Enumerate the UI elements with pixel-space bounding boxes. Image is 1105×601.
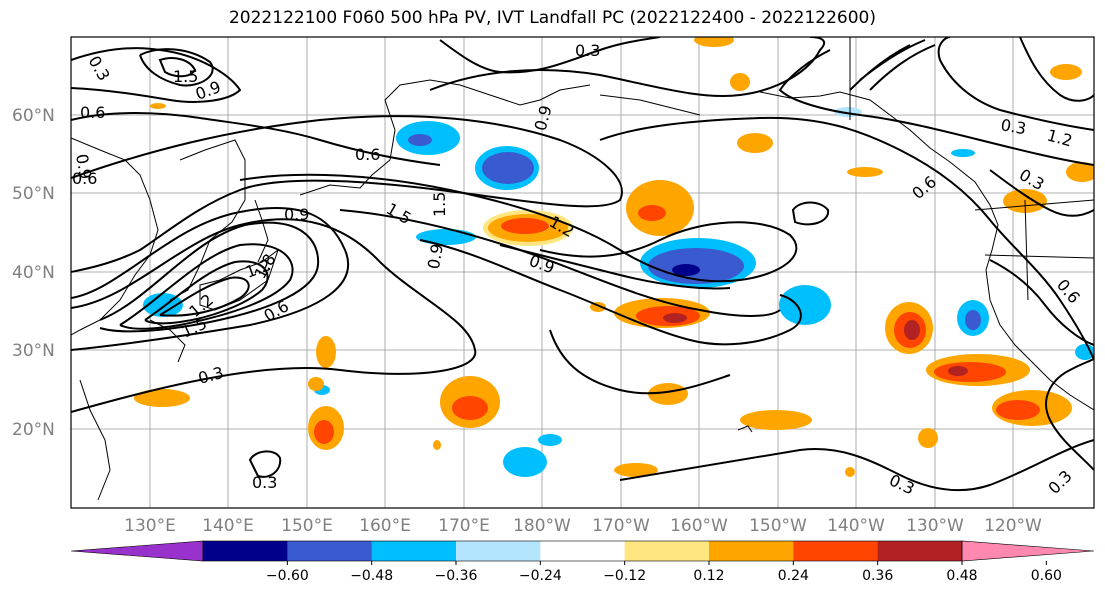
colorbar-tick-label: 0.24 (778, 568, 809, 584)
lon-label: 150°W (749, 516, 807, 536)
lon-label: 140°W (827, 516, 885, 536)
lon-label: 160°W (670, 516, 728, 536)
latitude-labels: 60°N 50°N 40°N 30°N 20°N (12, 106, 55, 440)
lat-label: 50°N (12, 184, 55, 204)
colorbar-extend-high (961, 540, 1095, 562)
lon-label: 120°W (984, 516, 1042, 536)
longitude-labels: 130°E 140°E 150°E 160°E 170°E 180°W 170°… (124, 516, 1042, 536)
lat-label: 30°N (12, 341, 55, 361)
map-title: 2022122100 F060 500 hPa PV, IVT Landfall… (228, 8, 876, 28)
colorbar-tick-label: 0.36 (862, 568, 893, 584)
contour-label: 0.3 (252, 473, 277, 492)
ivt-shading (134, 37, 1094, 477)
lon-label: 160°E (359, 516, 411, 536)
contour-label: 1.5 (430, 192, 449, 217)
contour-label: 0.6 (80, 103, 105, 122)
colorbar-tick-label: −0.12 (603, 568, 646, 584)
lon-label: 170°W (592, 516, 650, 536)
lon-label: 130°E (124, 516, 176, 536)
colorbar-swatch (793, 541, 879, 561)
lat-label: 20°N (12, 420, 55, 440)
colorbar-swatch (371, 541, 457, 561)
contour-label: 0.3 (999, 115, 1027, 138)
colorbar-tick-label: −0.36 (435, 568, 478, 584)
pv-contours (71, 37, 1094, 492)
colorbar-swatch (877, 541, 963, 561)
colorbar-tick-label: 0.12 (693, 568, 724, 584)
contour-label: 0.6 (355, 145, 380, 164)
lon-label: 170°E (438, 516, 490, 536)
colorbar-swatch (456, 541, 541, 561)
lat-label: 40°N (12, 263, 55, 283)
colorbar-extend-low (70, 540, 204, 562)
colorbar-swatch (203, 541, 288, 561)
contour-label: 1.5 (173, 67, 198, 86)
colorbar-swatch (540, 541, 626, 561)
colorbar-swatch (709, 541, 794, 561)
contour-label: 0.9 (424, 242, 447, 270)
lon-label: 150°E (281, 516, 333, 536)
colorbar-tick-label: 0.60 (1031, 568, 1062, 584)
colorbar-swatch (287, 541, 373, 561)
lat-label: 60°N (12, 106, 55, 126)
colorbar-tick-label: −0.60 (266, 568, 309, 584)
lon-label: 180°W (513, 516, 571, 536)
colorbar-tick-label: 0.48 (946, 568, 977, 584)
contour-label: 0.3 (575, 41, 600, 60)
coastlines (71, 37, 1094, 501)
colorbar: −0.60 −0.48 −0.36 −0.24 −0.12 0.12 0.24 0.36 0.4… (70, 540, 1095, 584)
contour-label: 0.6 (72, 169, 97, 188)
lon-label: 130°W (906, 516, 964, 536)
contour-label: 0.9 (284, 205, 309, 224)
colorbar-swatch (624, 541, 710, 561)
contour-label: 0.9 (72, 152, 95, 180)
colorbar-tick-label: −0.48 (350, 568, 393, 584)
colorbar-tick-label: −0.24 (519, 568, 562, 584)
lon-label: 140°E (202, 516, 254, 536)
